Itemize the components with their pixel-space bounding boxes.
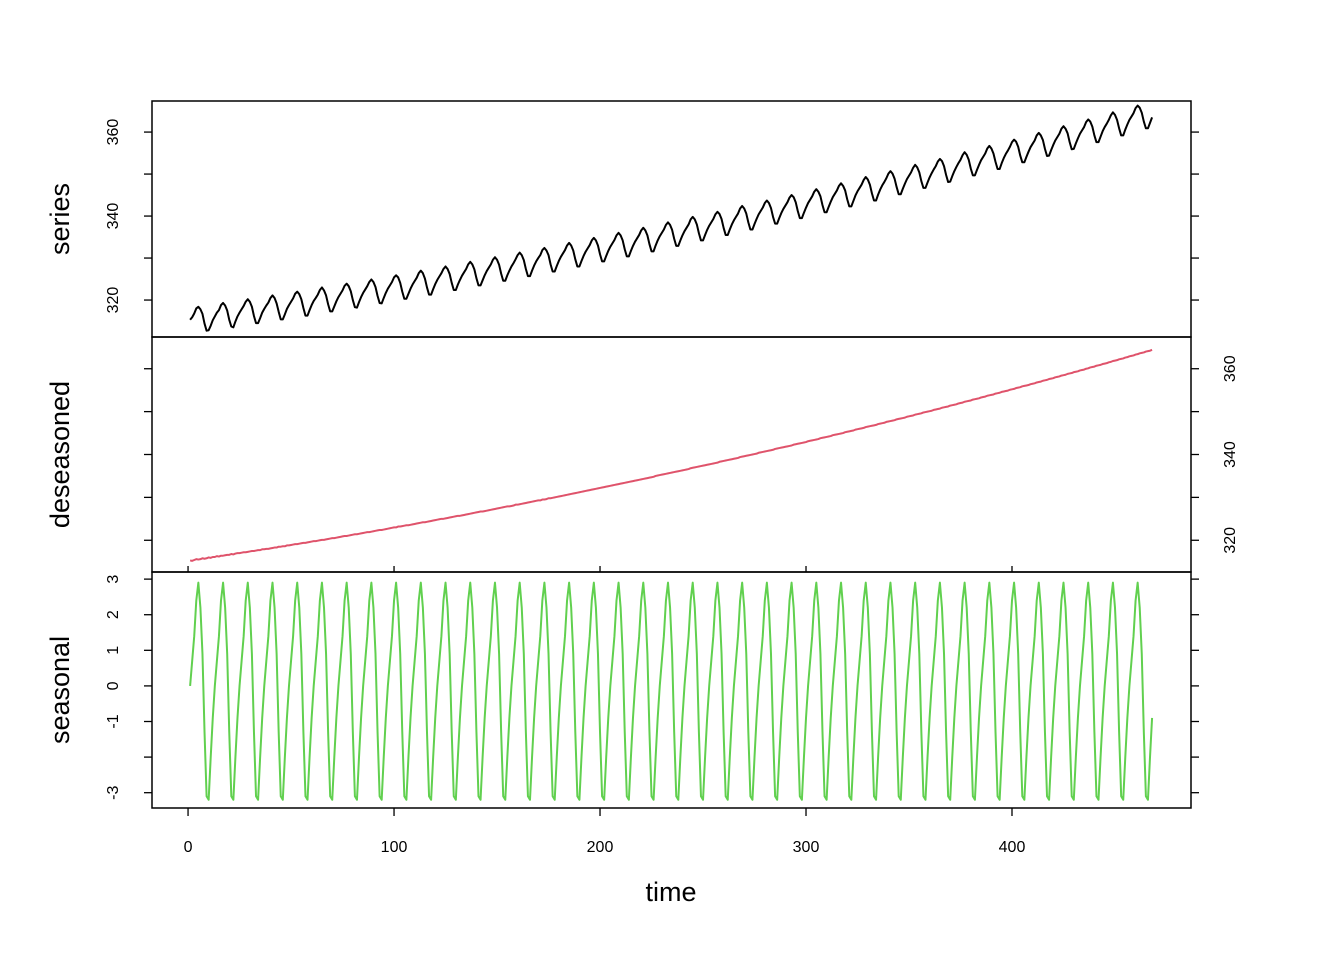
- x-tick-label: 0: [184, 839, 193, 856]
- data-line: [189, 581, 1154, 801]
- panel-frame: [151, 336, 1192, 573]
- data-line: [189, 104, 1154, 332]
- y-tick-label: 3: [105, 575, 122, 584]
- y-tick-label: 360: [1222, 355, 1239, 382]
- y-tick-label: 360: [105, 119, 122, 146]
- y-axis-title: series: [45, 183, 75, 255]
- y-tick-label: 320: [1222, 527, 1239, 554]
- panel-frame: [151, 571, 1192, 809]
- y-tick-label: 320: [105, 287, 122, 314]
- y-axis-title: deseasoned: [45, 381, 75, 528]
- y-tick-label: -3: [105, 785, 122, 799]
- panel-frame: [151, 100, 1192, 338]
- y-tick-label: 340: [105, 203, 122, 230]
- data-line: [189, 348, 1153, 562]
- y-tick-label: -1: [105, 714, 122, 728]
- y-tick-label: 0: [105, 681, 122, 690]
- x-tick-label: 200: [587, 839, 614, 856]
- y-axis-title: seasonal: [45, 636, 75, 744]
- x-tick-label: 400: [999, 839, 1026, 856]
- x-axis-title: time: [645, 877, 696, 907]
- y-tick-label: 2: [105, 610, 122, 619]
- y-tick-label: 1: [105, 646, 122, 655]
- x-tick-label: 300: [793, 839, 820, 856]
- x-tick-label: 100: [381, 839, 408, 856]
- y-tick-label: 340: [1222, 441, 1239, 468]
